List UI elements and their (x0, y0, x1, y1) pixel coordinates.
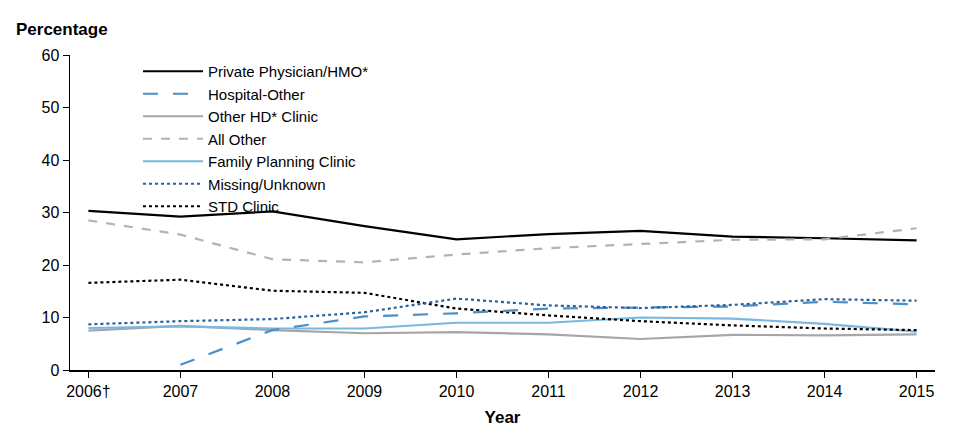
svg-text:Private Physician/HMO*: Private Physician/HMO* (208, 63, 368, 80)
svg-text:Missing/Unknown: Missing/Unknown (208, 176, 326, 193)
svg-text:2013: 2013 (715, 383, 751, 400)
svg-text:All Other: All Other (208, 131, 266, 148)
svg-text:STD Clinic: STD Clinic (208, 198, 279, 215)
svg-text:50: 50 (42, 99, 60, 116)
svg-text:2015: 2015 (899, 383, 935, 400)
svg-text:2009: 2009 (347, 383, 383, 400)
svg-text:2008: 2008 (255, 383, 291, 400)
svg-text:10: 10 (42, 309, 60, 326)
svg-text:60: 60 (42, 47, 60, 64)
svg-text:2012: 2012 (623, 383, 659, 400)
svg-text:Other HD* Clinic: Other HD* Clinic (208, 108, 319, 125)
svg-text:40: 40 (42, 152, 60, 169)
svg-text:Percentage: Percentage (16, 20, 108, 39)
svg-text:Hospital-Other: Hospital-Other (208, 86, 305, 103)
svg-text:2011: 2011 (531, 383, 566, 400)
svg-text:2010: 2010 (439, 383, 475, 400)
svg-text:2007: 2007 (163, 383, 199, 400)
svg-text:2014: 2014 (807, 383, 843, 400)
svg-text:2006†: 2006† (66, 383, 111, 400)
svg-text:30: 30 (42, 204, 60, 221)
svg-text:20: 20 (42, 257, 60, 274)
svg-text:Family Planning Clinic: Family Planning Clinic (208, 153, 356, 170)
svg-text:Year: Year (485, 408, 521, 427)
svg-text:0: 0 (50, 362, 59, 379)
